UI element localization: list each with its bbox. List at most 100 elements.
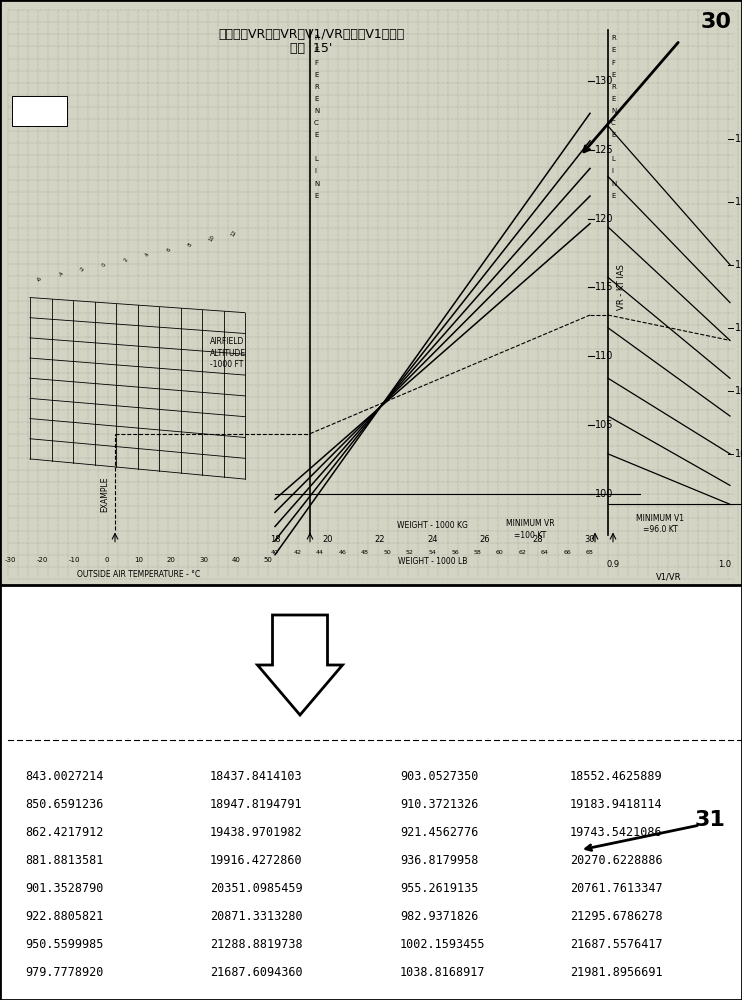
Text: 1002.1593455: 1002.1593455	[400, 938, 485, 951]
Text: 979.7778920: 979.7778920	[25, 966, 103, 979]
Text: 21295.6786278: 21295.6786278	[570, 910, 663, 923]
Text: R: R	[314, 84, 319, 90]
Text: N: N	[314, 108, 319, 114]
Text: 115: 115	[595, 282, 614, 292]
Text: 48: 48	[361, 550, 369, 555]
Text: 100: 100	[735, 449, 742, 459]
Text: 旋转速度VR以及VR和V1/VR比率到V1的转换: 旋转速度VR以及VR和V1/VR比率到V1的转换	[218, 28, 405, 41]
Text: 30: 30	[199, 557, 208, 563]
Text: 850.6591236: 850.6591236	[25, 798, 103, 811]
Text: 125: 125	[735, 134, 742, 144]
Text: 18437.8414103: 18437.8414103	[210, 770, 303, 783]
Text: 950.5599985: 950.5599985	[25, 938, 103, 951]
Text: E: E	[611, 132, 615, 138]
Text: 54: 54	[429, 550, 436, 555]
Text: 20270.6228886: 20270.6228886	[570, 854, 663, 867]
Text: E: E	[314, 72, 318, 78]
Text: F: F	[611, 60, 615, 66]
Text: 20351.0985459: 20351.0985459	[210, 882, 303, 895]
Text: 50: 50	[384, 550, 391, 555]
Text: -10: -10	[69, 557, 80, 563]
Text: R: R	[611, 84, 616, 90]
Text: -20: -20	[36, 557, 48, 563]
Text: 125: 125	[595, 145, 614, 155]
Text: R: R	[314, 35, 319, 41]
Text: 105: 105	[595, 420, 614, 430]
Text: 1.0: 1.0	[718, 560, 732, 569]
Text: E: E	[611, 96, 615, 102]
Text: 30: 30	[585, 535, 595, 544]
Text: 21687.5576417: 21687.5576417	[570, 938, 663, 951]
Text: 62: 62	[519, 550, 526, 555]
Text: MINIMUM V1
=96.0 KT: MINIMUM V1 =96.0 KT	[636, 514, 684, 534]
Text: 56: 56	[451, 550, 459, 555]
Text: 21288.8819738: 21288.8819738	[210, 938, 303, 951]
Text: 955.2619135: 955.2619135	[400, 882, 479, 895]
Text: 31: 31	[695, 810, 726, 830]
Text: 4: 4	[145, 252, 151, 257]
Text: 921.4562776: 921.4562776	[400, 826, 479, 839]
Text: 50: 50	[263, 557, 272, 563]
Text: -30: -30	[4, 557, 16, 563]
Text: N: N	[314, 181, 319, 187]
Text: 42: 42	[294, 550, 301, 555]
Text: 18947.8194791: 18947.8194791	[210, 798, 303, 811]
Text: 22: 22	[375, 535, 385, 544]
Text: 2: 2	[123, 257, 129, 262]
Text: -2: -2	[79, 265, 87, 272]
Text: 922.8805821: 922.8805821	[25, 910, 103, 923]
Text: V1/VR: V1/VR	[656, 573, 682, 582]
Text: 8: 8	[188, 242, 194, 247]
Text: 120: 120	[735, 197, 742, 207]
Text: 120: 120	[595, 214, 614, 224]
Text: L: L	[314, 156, 318, 162]
Text: 982.9371826: 982.9371826	[400, 910, 479, 923]
Text: 46: 46	[338, 550, 347, 555]
Text: WEIGHT - 1000 LB: WEIGHT - 1000 LB	[398, 557, 467, 566]
Text: N: N	[611, 108, 617, 114]
Text: 901.3528790: 901.3528790	[25, 882, 103, 895]
Text: VR - KT IAS: VR - KT IAS	[617, 265, 626, 310]
Text: 0: 0	[102, 262, 108, 267]
Text: 40: 40	[232, 557, 240, 563]
Text: E: E	[314, 47, 318, 53]
Text: 0.9: 0.9	[606, 560, 620, 569]
Text: I: I	[314, 168, 316, 174]
Text: N: N	[611, 181, 617, 187]
Text: AIRFIELD
ALTITUDE
-1000 FT: AIRFIELD ALTITUDE -1000 FT	[210, 337, 246, 369]
FancyArrow shape	[257, 615, 343, 715]
Text: 20: 20	[167, 557, 176, 563]
Text: -6: -6	[36, 275, 44, 282]
Text: 115: 115	[735, 260, 742, 270]
Text: 66: 66	[564, 550, 571, 555]
Text: F: F	[314, 60, 318, 66]
Text: 110: 110	[595, 351, 614, 361]
Text: 19743.5421086: 19743.5421086	[570, 826, 663, 839]
Text: 19183.9418114: 19183.9418114	[570, 798, 663, 811]
Text: 936.8179958: 936.8179958	[400, 854, 479, 867]
Text: 58: 58	[473, 550, 482, 555]
Text: 28: 28	[532, 535, 543, 544]
Text: 20: 20	[322, 535, 332, 544]
Text: 18: 18	[269, 535, 280, 544]
Text: 44: 44	[316, 550, 324, 555]
Bar	[12, 96, 67, 126]
Text: 1038.8168917: 1038.8168917	[400, 966, 485, 979]
Text: 40: 40	[271, 550, 279, 555]
Text: 130: 130	[595, 76, 614, 86]
Text: C: C	[314, 120, 319, 126]
Text: 21981.8956691: 21981.8956691	[570, 966, 663, 979]
Text: -4: -4	[58, 270, 65, 277]
Text: 862.4217912: 862.4217912	[25, 826, 103, 839]
Text: 6: 6	[166, 247, 172, 252]
Text: 68: 68	[586, 550, 594, 555]
Text: 110: 110	[735, 323, 742, 333]
Text: I: I	[611, 168, 613, 174]
Text: L: L	[611, 156, 615, 162]
Text: 30: 30	[700, 12, 732, 32]
Text: 100: 100	[595, 489, 614, 499]
Text: WEIGHT - 1000 KG: WEIGHT - 1000 KG	[397, 521, 468, 530]
Text: 10: 10	[208, 234, 216, 242]
Text: 21687.6094360: 21687.6094360	[210, 966, 303, 979]
Text: 机翼  15': 机翼 15'	[290, 42, 333, 55]
